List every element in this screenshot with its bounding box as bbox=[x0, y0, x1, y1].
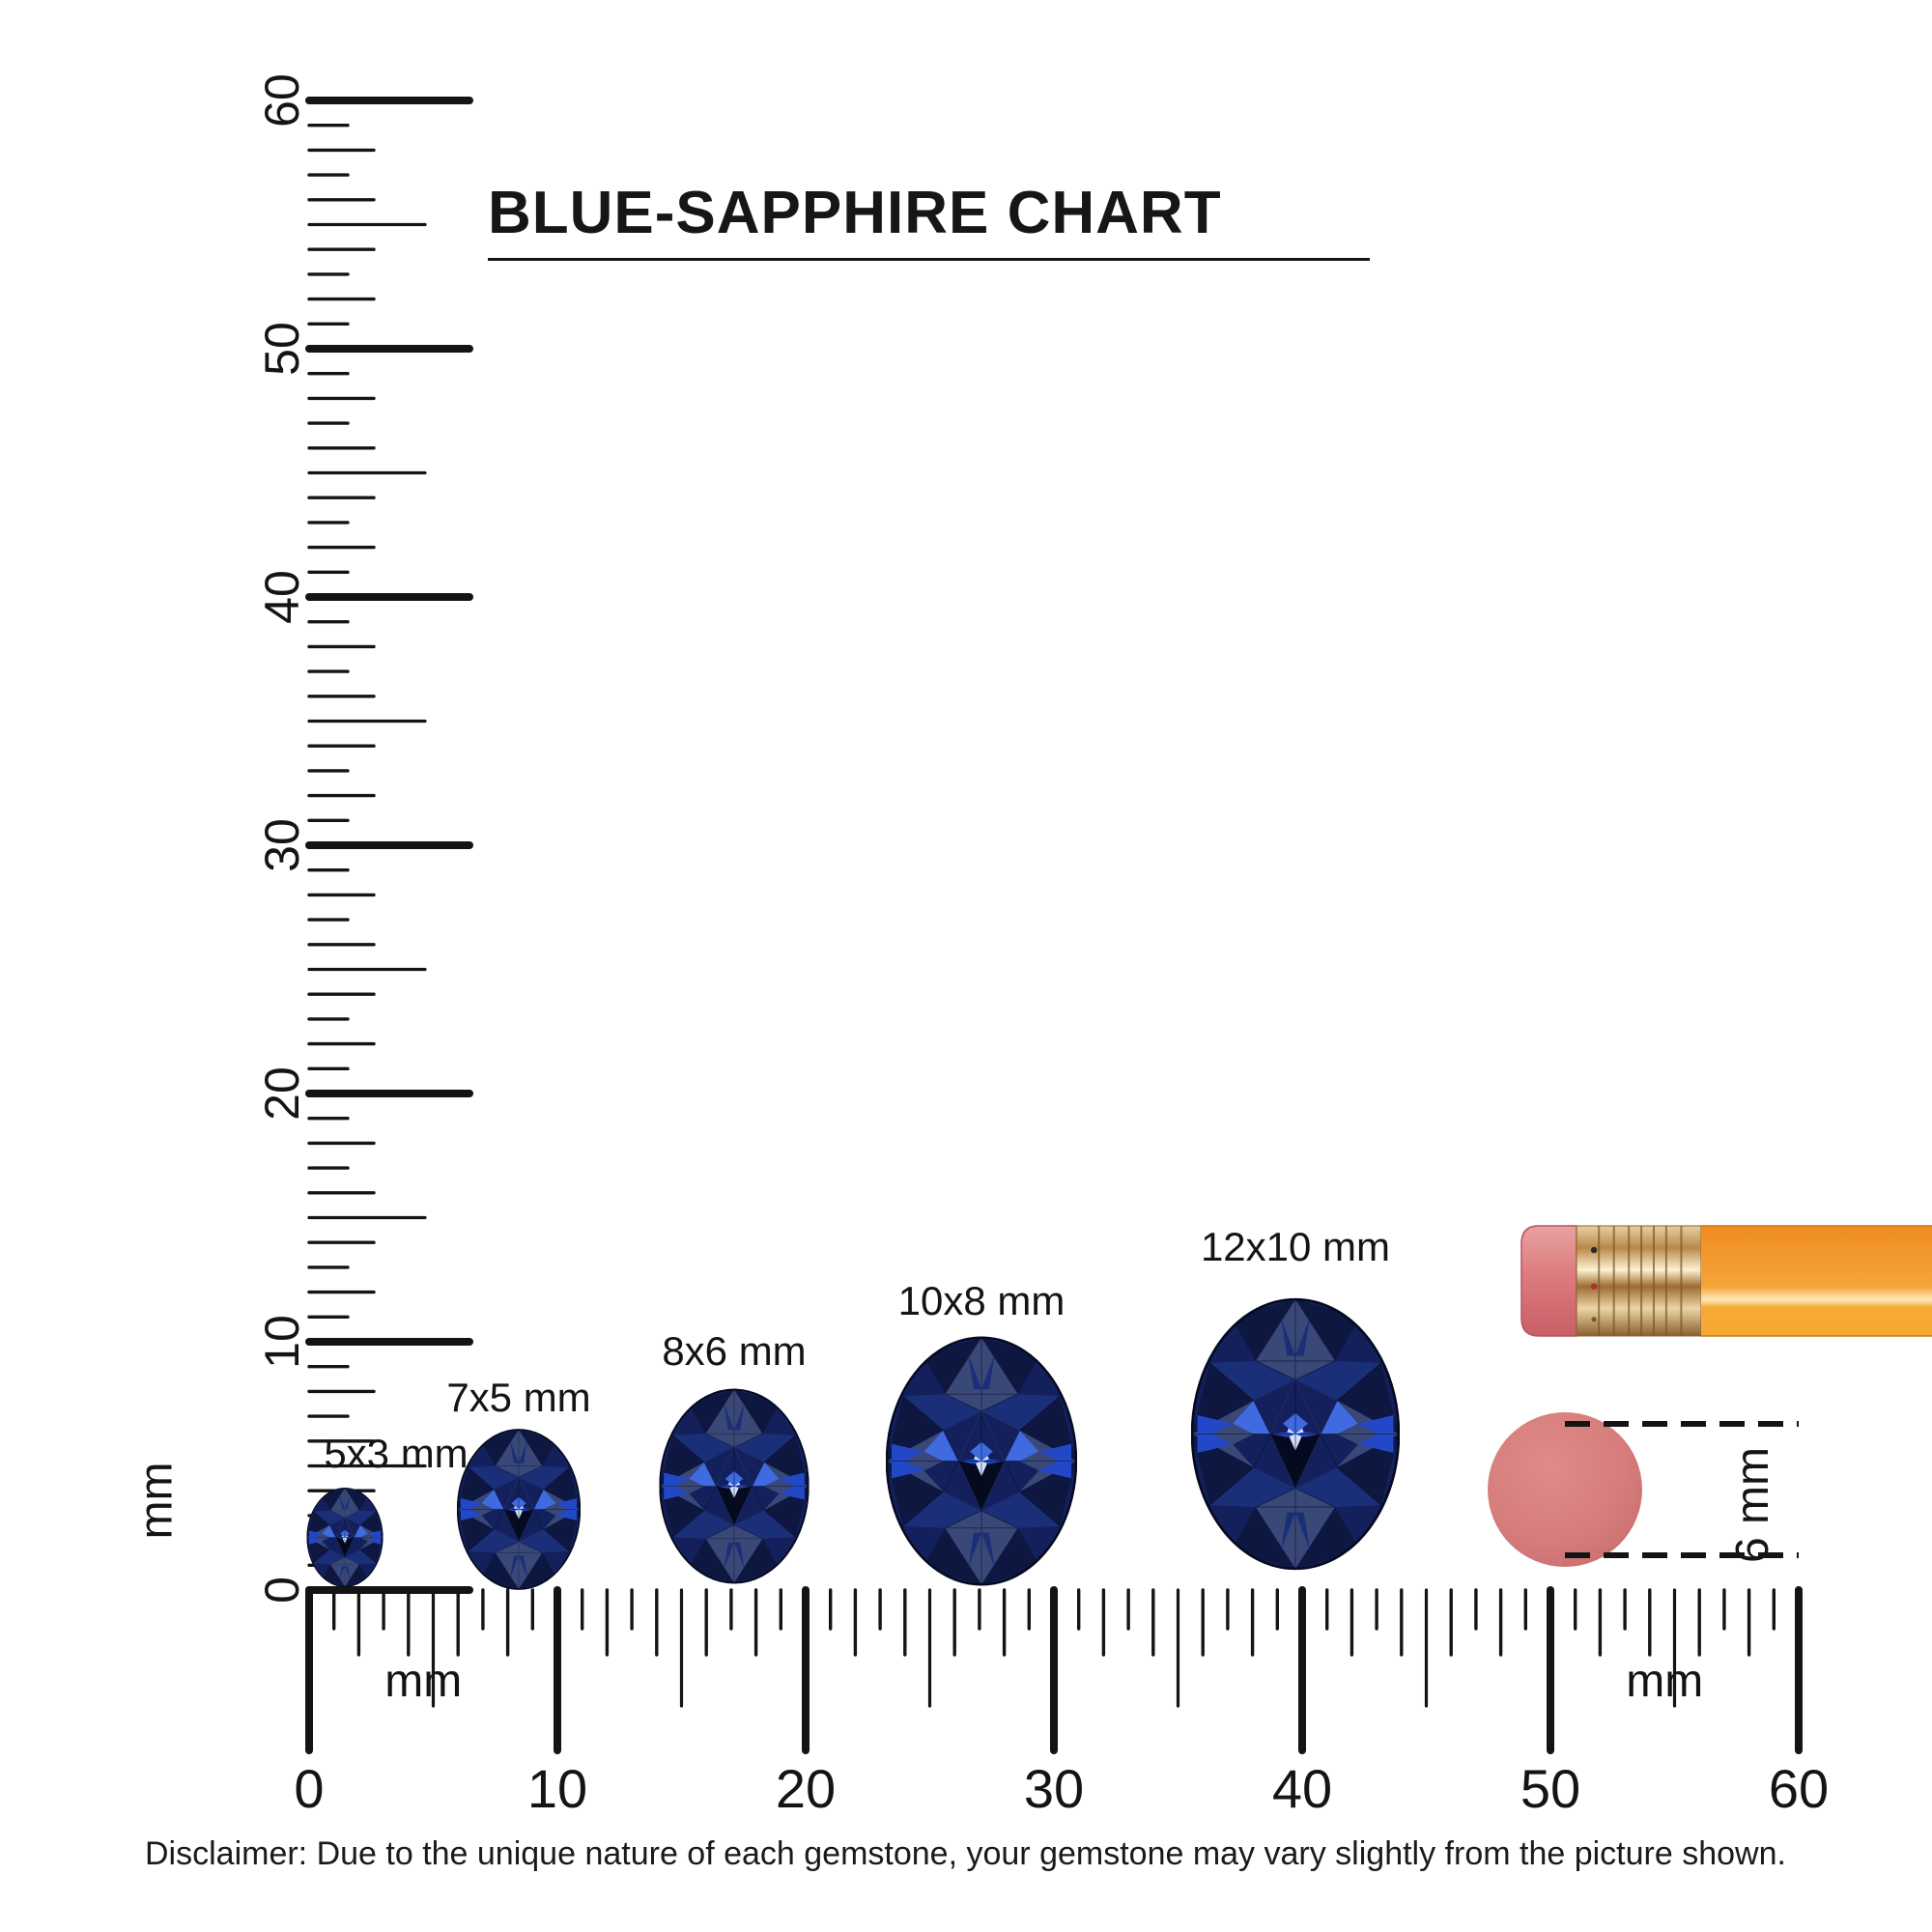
svg-text:6 mm: 6 mm bbox=[1727, 1447, 1778, 1563]
